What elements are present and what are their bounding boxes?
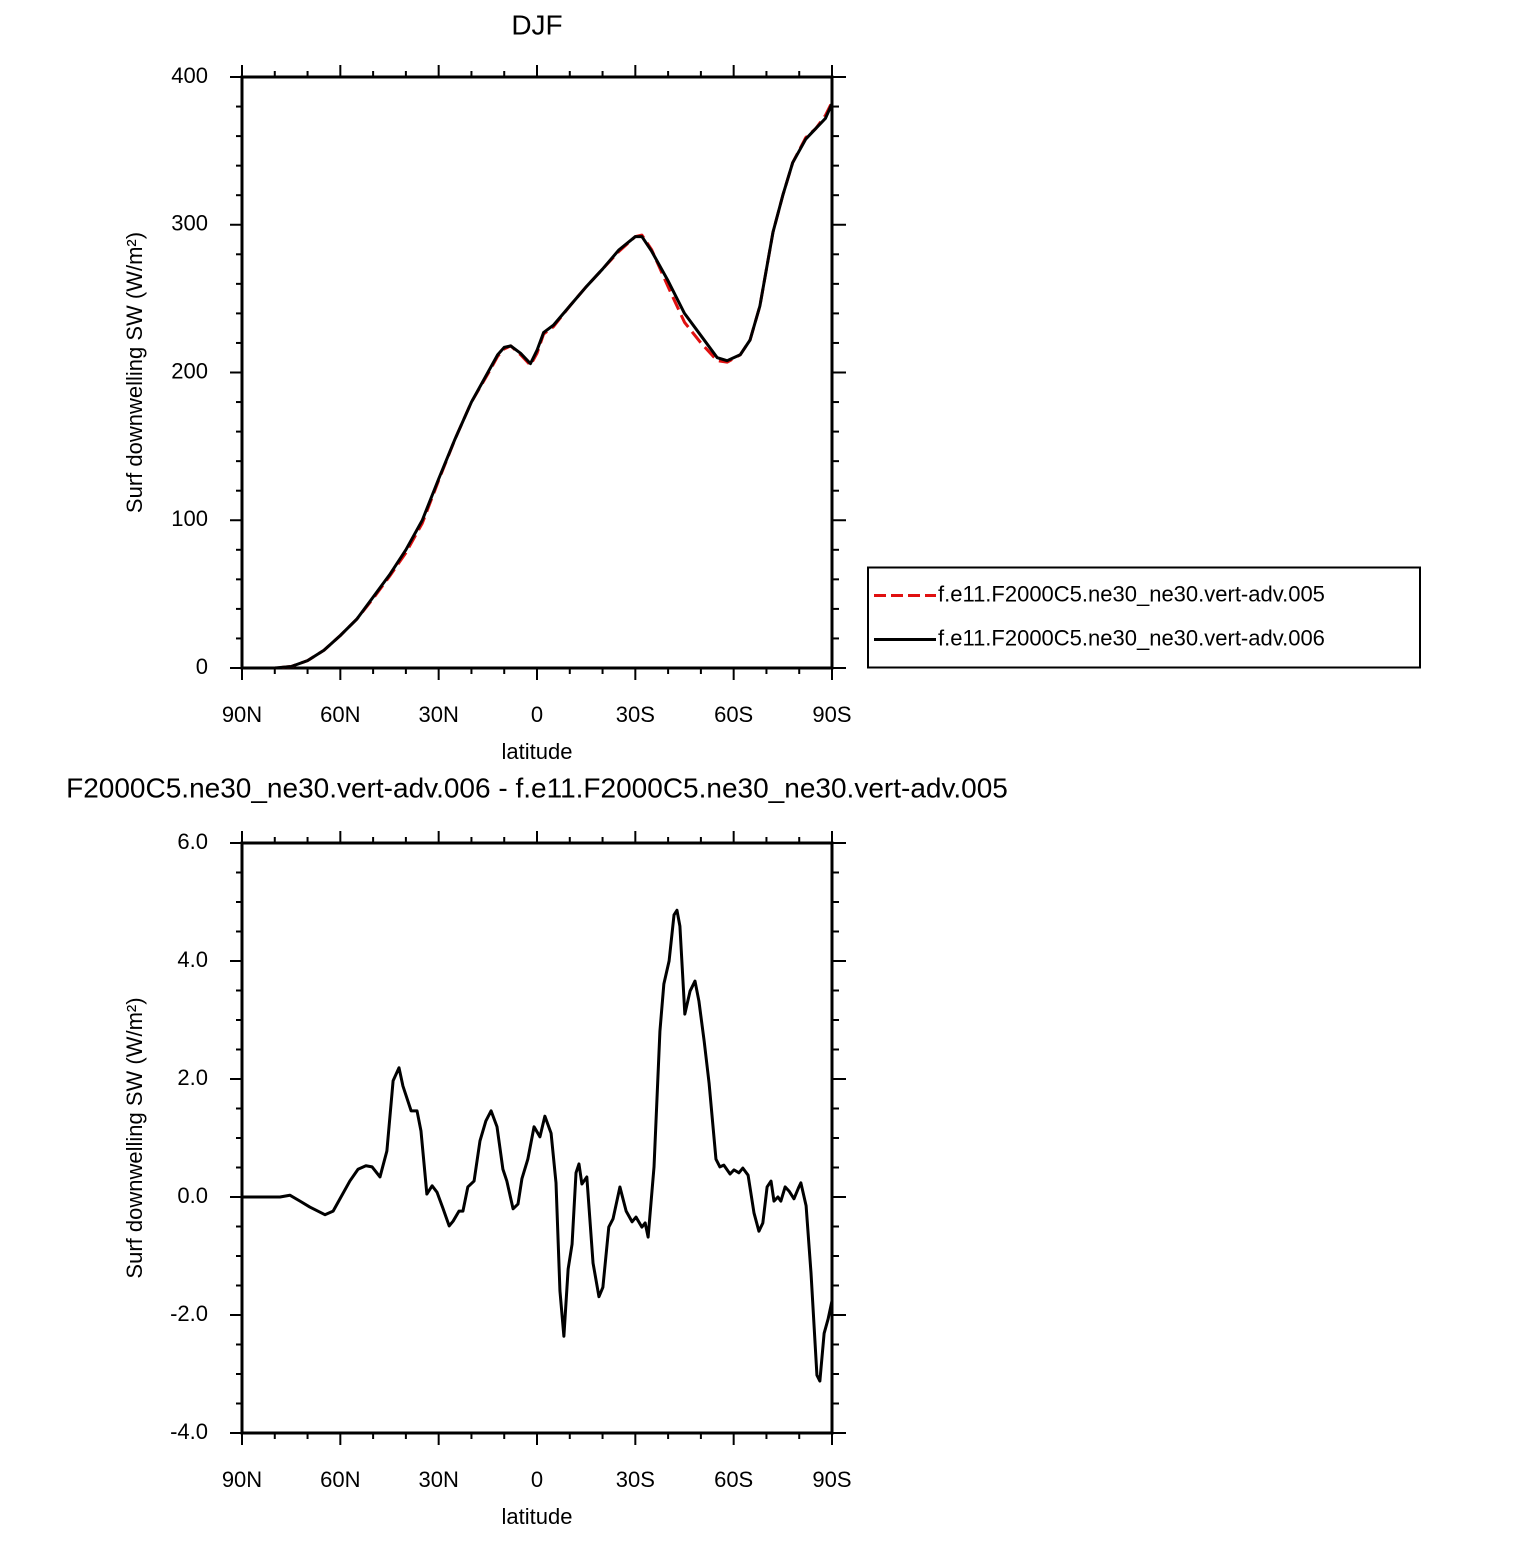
- plot-frame: [240, 841, 834, 1435]
- series-line: [242, 102, 834, 670]
- y-tick-label: -4.0: [170, 1419, 208, 1444]
- x-axis-label: latitude: [502, 739, 573, 764]
- x-axis-label: latitude: [502, 1504, 573, 1529]
- y-tick-label: -2.0: [170, 1301, 208, 1326]
- x-tick-label: 60S: [714, 702, 753, 727]
- legend-box: [867, 566, 1421, 669]
- x-tick-label: 0: [531, 1467, 543, 1492]
- y-tick-label: 4.0: [177, 947, 208, 972]
- chart-title: F2000C5.ne30_ne30.vert-adv.006 - f.e11.F…: [66, 772, 1008, 803]
- x-tick-label: 0: [531, 702, 543, 727]
- x-tick-label: 90N: [222, 702, 262, 727]
- y-tick-label: 100: [171, 506, 208, 531]
- series-line: [242, 101, 834, 670]
- data-line: [242, 908, 834, 1383]
- y-axis-label: Surf downwelling SW (W/m²): [122, 997, 147, 1278]
- y-tick-label: 300: [171, 211, 208, 236]
- y-tick-label: 400: [171, 63, 208, 88]
- y-axis-label: Surf downwelling SW (W/m²): [122, 232, 147, 513]
- x-tick-label: 30S: [616, 702, 655, 727]
- legend-label: f.e11.F2000C5.ne30_ne30.vert-adv.005: [938, 581, 1325, 606]
- x-tick-label: 90N: [222, 1467, 262, 1492]
- y-tick-label: 0.0: [177, 1183, 208, 1208]
- x-tick-label: 90S: [812, 702, 851, 727]
- x-tick-label: 30N: [418, 702, 458, 727]
- x-tick-label: 30S: [616, 1467, 655, 1492]
- x-tick-label: 30N: [418, 1467, 458, 1492]
- legend-label: f.e11.F2000C5.ne30_ne30.vert-adv.006: [938, 625, 1325, 650]
- x-tick-label: 60N: [320, 1467, 360, 1492]
- y-tick-label: 2.0: [177, 1065, 208, 1090]
- x-tick-label: 60N: [320, 702, 360, 727]
- y-tick-label: 200: [171, 358, 208, 383]
- y-tick-label: 6.0: [177, 829, 208, 854]
- y-tick-label: 0: [196, 654, 208, 679]
- x-tick-label: 90S: [812, 1467, 851, 1492]
- plot-frame: [240, 75, 834, 670]
- chart-title: DJF: [511, 9, 562, 40]
- x-tick-label: 60S: [714, 1467, 753, 1492]
